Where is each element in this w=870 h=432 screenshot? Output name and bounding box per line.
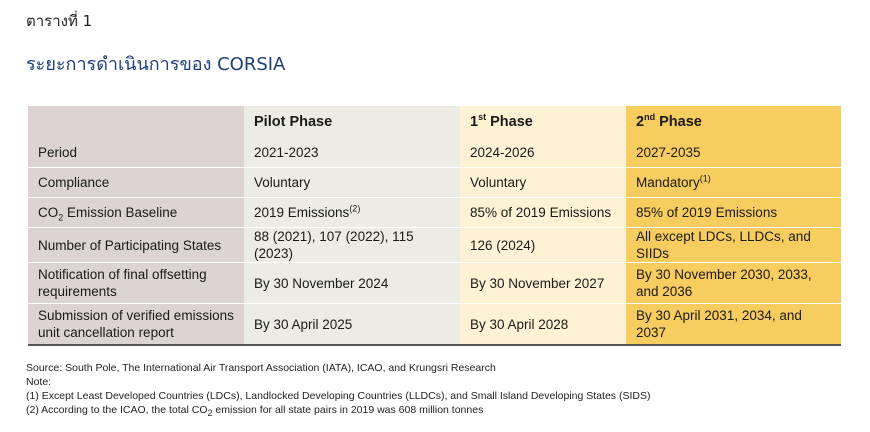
label-co: CO <box>38 205 59 220</box>
row-label: Submission of verified emissions unit ca… <box>28 303 244 346</box>
row-label: Notification of final offsetting require… <box>28 262 244 304</box>
label-rest: Emission Baseline <box>63 205 178 220</box>
cell-phase1: Voluntary <box>460 167 626 198</box>
cell-phase2: By 30 November 2030, 2033, and 2036 <box>626 262 841 304</box>
row-label: Period <box>28 138 244 168</box>
cell-pilot: Voluntary <box>244 167 460 198</box>
row-label: Number of Participating States <box>28 227 244 263</box>
footnote-2-pre: (2) According to the ICAO, the total CO <box>26 404 208 416</box>
corsia-phases-table: Pilot Phase 1st Phase 2nd Phase Period 2… <box>28 106 841 346</box>
header-empty-cell <box>28 106 244 138</box>
cell-pilot: By 30 April 2025 <box>244 303 460 346</box>
footnote-ref-2: (2) <box>349 203 361 214</box>
row-submission: Submission of verified emissions unit ca… <box>28 303 841 346</box>
footnote-2-subscript: 2 <box>207 408 213 419</box>
cell-phase2: Mandatory(1) <box>626 167 841 198</box>
cell-phase1: 126 (2024) <box>460 227 626 263</box>
footnote-2-post: emission for all state pairs in 2019 was… <box>212 404 484 416</box>
phase1-suffix: st <box>478 111 487 122</box>
cell-phase2: All except LDCs, LLDCs, and SIIDs <box>626 227 841 263</box>
table-number: ตารางที่ 1 <box>26 12 93 30</box>
cell-phase1: By 30 April 2028 <box>460 303 626 346</box>
header-pilot-phase: Pilot Phase <box>244 106 460 138</box>
row-compliance: Compliance Voluntary Voluntary Mandatory… <box>28 167 841 198</box>
footnote-1: (1) Except Least Developed Countries (LD… <box>26 390 651 402</box>
cell-pilot: 88 (2021), 107 (2022), 115 (2023) <box>244 227 460 263</box>
phase2-suffix: nd <box>644 111 656 122</box>
cell-pilot: 2021-2023 <box>244 138 460 168</box>
cell-pilot-text: 2019 Emissions <box>254 205 350 220</box>
cell-pilot: 2019 Emissions(2) <box>244 197 460 228</box>
source-note: Source: South Pole, The International Ai… <box>26 362 496 374</box>
cell-phase2: 85% of 2019 Emissions <box>626 197 841 228</box>
phase1-word: Phase <box>486 113 533 130</box>
cell-phase1: 85% of 2019 Emissions <box>460 197 626 228</box>
cell-phase2: 2027-2035 <box>626 138 841 168</box>
row-participating-states: Number of Participating States 88 (2021)… <box>28 227 841 263</box>
phase2-word: Phase <box>655 113 702 130</box>
label-co2-subscript: 2 <box>58 212 64 223</box>
phase2-number: 2 <box>636 113 645 130</box>
header-row: Pilot Phase 1st Phase 2nd Phase <box>28 106 841 138</box>
cell-phase2-text: Mandatory <box>636 175 700 190</box>
footnote-2: (2) According to the ICAO, the total CO2… <box>26 404 484 419</box>
row-label: CO2 Emission Baseline <box>28 197 244 228</box>
cell-phase1: By 30 November 2027 <box>460 262 626 304</box>
cell-phase1: 2024-2026 <box>460 138 626 168</box>
cell-phase2: By 30 April 2031, 2034, and 2037 <box>626 303 841 346</box>
cell-pilot: By 30 November 2024 <box>244 262 460 304</box>
row-label: Compliance <box>28 167 244 198</box>
footnote-ref-1: (1) <box>699 173 711 184</box>
table-title: ระยะการดำเนินการของ CORSIA <box>26 54 286 75</box>
row-notification: Notification of final offsetting require… <box>28 262 841 304</box>
row-emission-baseline: CO2 Emission Baseline 2019 Emissions(2) … <box>28 197 841 228</box>
phase1-number: 1 <box>470 113 479 130</box>
header-phase-2: 2nd Phase <box>626 106 841 138</box>
note-label: Note: <box>26 376 52 388</box>
header-phase-1: 1st Phase <box>460 106 626 138</box>
row-period: Period 2021-2023 2024-2026 2027-2035 <box>28 138 841 168</box>
